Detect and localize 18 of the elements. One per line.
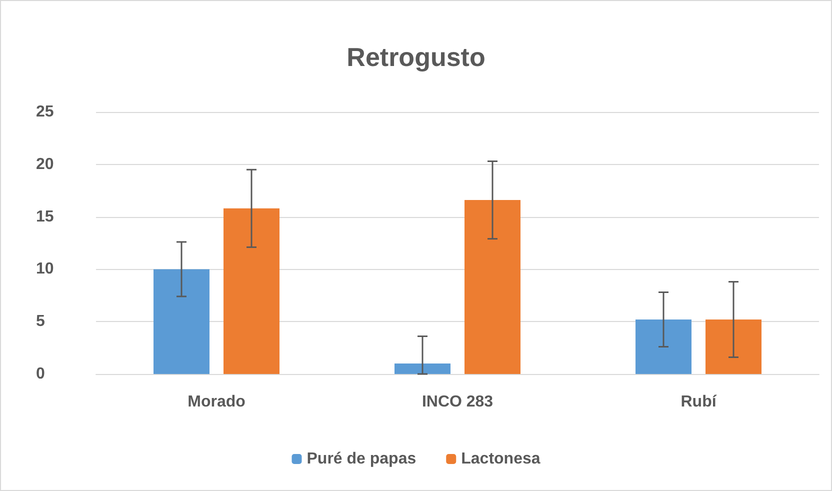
bar <box>636 320 692 374</box>
chart-title: Retrogusto <box>346 42 486 72</box>
x-tick-label: Rubí <box>680 394 717 410</box>
y-tick-label: 10 <box>36 260 54 278</box>
bar <box>154 269 210 374</box>
bar <box>706 320 762 374</box>
y-tick-label: 15 <box>36 208 54 226</box>
x-tick-label: Morado <box>188 394 246 410</box>
bar <box>464 200 520 374</box>
bar <box>224 208 280 374</box>
legend-label: Puré de papas <box>306 450 416 468</box>
bar <box>394 364 450 374</box>
y-tick-label: 25 <box>36 104 54 120</box>
y-tick-label: 0 <box>36 366 45 382</box>
y-tick-label: 5 <box>36 313 45 330</box>
legend-label: Lactonesa <box>461 450 540 468</box>
x-tick-label: INCO 283 <box>422 394 494 410</box>
y-tick-label: 20 <box>36 156 54 173</box>
